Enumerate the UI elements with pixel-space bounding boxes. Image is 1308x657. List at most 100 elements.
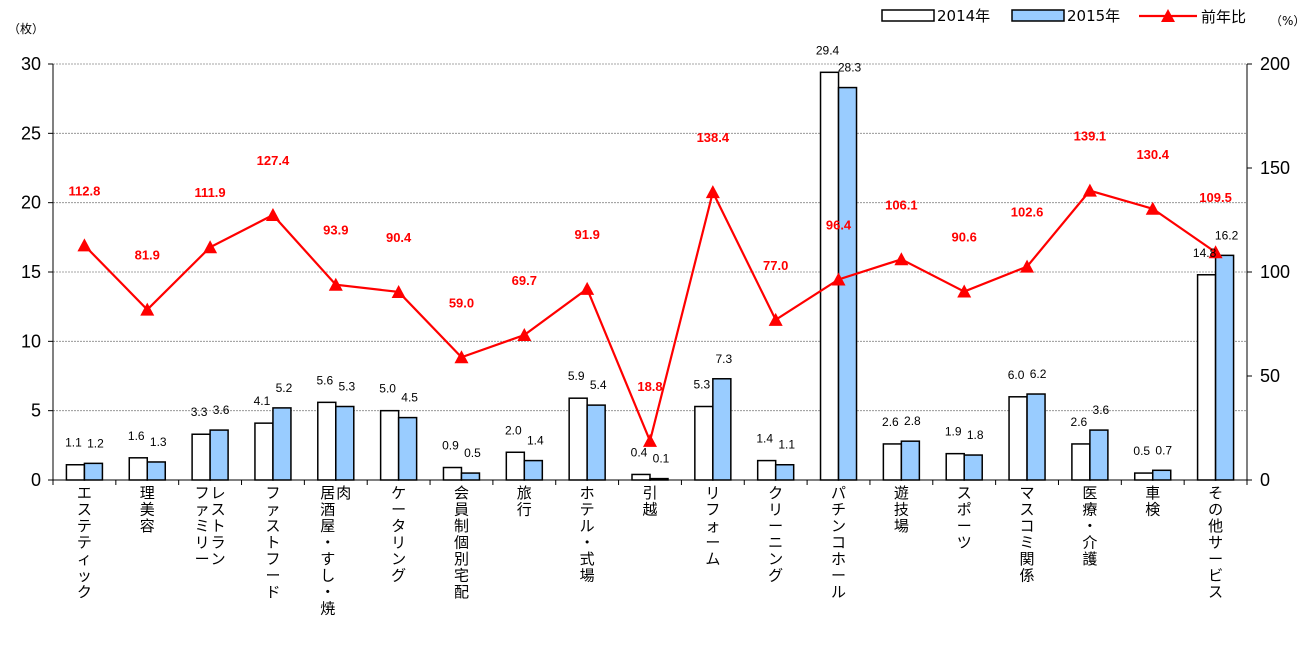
- y-left-tick-label: 5: [31, 401, 41, 421]
- category-char: チ: [831, 501, 846, 519]
- ratio-value-label: 90.4: [386, 230, 412, 245]
- category-char: ト: [265, 534, 280, 552]
- category-char: 係: [1020, 567, 1035, 585]
- legend-label-2014: 2014年: [937, 7, 990, 25]
- bar-2014: [254, 422, 274, 481]
- bar-2015: [523, 459, 544, 481]
- ratio-line: [77, 183, 1223, 447]
- category-char: ・: [1082, 517, 1097, 535]
- bar-2014: [568, 397, 588, 481]
- category-char: 焼: [320, 600, 335, 618]
- category-char: す: [320, 550, 335, 568]
- category-char: ポ: [957, 501, 972, 519]
- category-char: 居: [320, 484, 335, 502]
- category-char: 肉: [336, 484, 351, 502]
- bar-value-label-2015: 1.3: [150, 435, 167, 449]
- category-label: 車検: [1145, 484, 1160, 519]
- category-label: ホテル・式場: [580, 484, 595, 585]
- bar-2014: [882, 443, 903, 481]
- category-char: テ: [77, 534, 92, 552]
- category-char: ァ: [265, 501, 280, 519]
- category-char: グ: [391, 567, 406, 585]
- category-char: レ: [211, 484, 226, 502]
- category-char: コ: [831, 534, 846, 552]
- ratio-marker: [203, 240, 218, 254]
- bar-2014: [1133, 472, 1154, 481]
- category-char: ・: [320, 534, 335, 552]
- category-char: 制: [454, 517, 469, 535]
- bar-2015: [209, 429, 229, 481]
- category-char: ス: [265, 517, 280, 535]
- bar-2015: [1151, 469, 1172, 481]
- bar-2015: [460, 472, 481, 481]
- legend: 2014年 2015年 前年比: [881, 7, 1246, 26]
- bar-2014: [379, 409, 400, 481]
- category-label: 引越: [642, 484, 657, 519]
- category-char: ィ: [77, 550, 92, 568]
- ratio-value-label: 111.9: [195, 185, 226, 200]
- category-char: ー: [957, 517, 972, 535]
- category-char: 場: [580, 567, 595, 585]
- bar-value-label-2015: 3.6: [1093, 403, 1110, 417]
- bar-2015: [963, 454, 983, 481]
- category-char: ッ: [77, 567, 92, 585]
- bar-value-label-2014: 14.8: [1193, 246, 1217, 260]
- category-char: ス: [957, 484, 972, 502]
- category-char: 越: [642, 501, 657, 519]
- category-char: フ: [265, 550, 280, 568]
- ratio-marker: [1208, 245, 1223, 259]
- bar-value-label-2014: 1.9: [945, 425, 962, 439]
- category-char: ク: [768, 484, 783, 502]
- bars: [65, 71, 1235, 481]
- bar-value-label-2015: 1.2: [87, 436, 104, 450]
- ratio-value-label: 81.9: [135, 248, 160, 263]
- category-char: ホ: [580, 484, 595, 502]
- category-char: 車: [1145, 484, 1160, 502]
- bar-value-label-2014: 5.3: [693, 378, 710, 392]
- category-char: ー: [831, 567, 846, 585]
- ratio-value-label: 96.4: [826, 217, 852, 232]
- bar-2015: [900, 440, 921, 481]
- category-char: ラ: [211, 534, 226, 552]
- category-char: フ: [265, 484, 280, 502]
- data-labels: 1.1 1.2 1.6 1.3 3.3 3.6 4.1 5.2 5.6 5.3 5.0 4.5 0.9 0…: [65, 43, 1239, 465]
- category-char: ル: [831, 583, 846, 601]
- bar-value-label-2014: 1.1: [65, 436, 82, 450]
- bar-value-label-2015: 2.8: [904, 414, 921, 428]
- bar-value-label-2015: 0.1: [653, 452, 670, 466]
- bar-2015: [586, 404, 606, 481]
- category-char: リ: [195, 534, 210, 552]
- category-label: 遊技場: [894, 484, 909, 535]
- category-char: グ: [768, 567, 783, 585]
- bar-value-label-2015: 4.5: [401, 391, 418, 405]
- bar-2015: [272, 407, 292, 481]
- y-left-tick-label: 25: [21, 123, 41, 143]
- bar-value-label-2014: 1.4: [756, 432, 773, 446]
- category-char: 検: [1145, 501, 1160, 519]
- category-char: 医: [1082, 484, 1097, 502]
- ratio-marker: [705, 185, 720, 199]
- ratio-value-label: 93.9: [323, 223, 348, 238]
- category-label: レストラン: [211, 484, 226, 568]
- bar-value-label-2014: 5.6: [316, 373, 333, 387]
- ratio-marker: [391, 284, 406, 298]
- bar-2014: [65, 463, 86, 481]
- category-char: ル: [580, 517, 595, 535]
- ratio-marker: [768, 312, 783, 326]
- category-char: ン: [391, 550, 406, 568]
- category-label: 会員制個別宅配: [454, 484, 469, 601]
- category-char: ビ: [1208, 567, 1223, 585]
- category-char: ン: [768, 550, 783, 568]
- category-char: マ: [1020, 484, 1035, 502]
- category-char: 関: [1020, 550, 1035, 568]
- axes: 0 5 10 15 20 25 30 0 50 100 150 200: [21, 54, 1290, 490]
- category-char: ス: [1208, 583, 1223, 601]
- category-char: フ: [195, 484, 210, 502]
- category-char: ト: [211, 517, 226, 535]
- legend-swatch-2014: [881, 9, 935, 22]
- bar-value-label-2014: 29.4: [816, 43, 840, 57]
- bar-value-label-2014: 5.0: [379, 382, 396, 396]
- category-char: ー: [195, 550, 210, 568]
- ratio-marker: [580, 281, 595, 295]
